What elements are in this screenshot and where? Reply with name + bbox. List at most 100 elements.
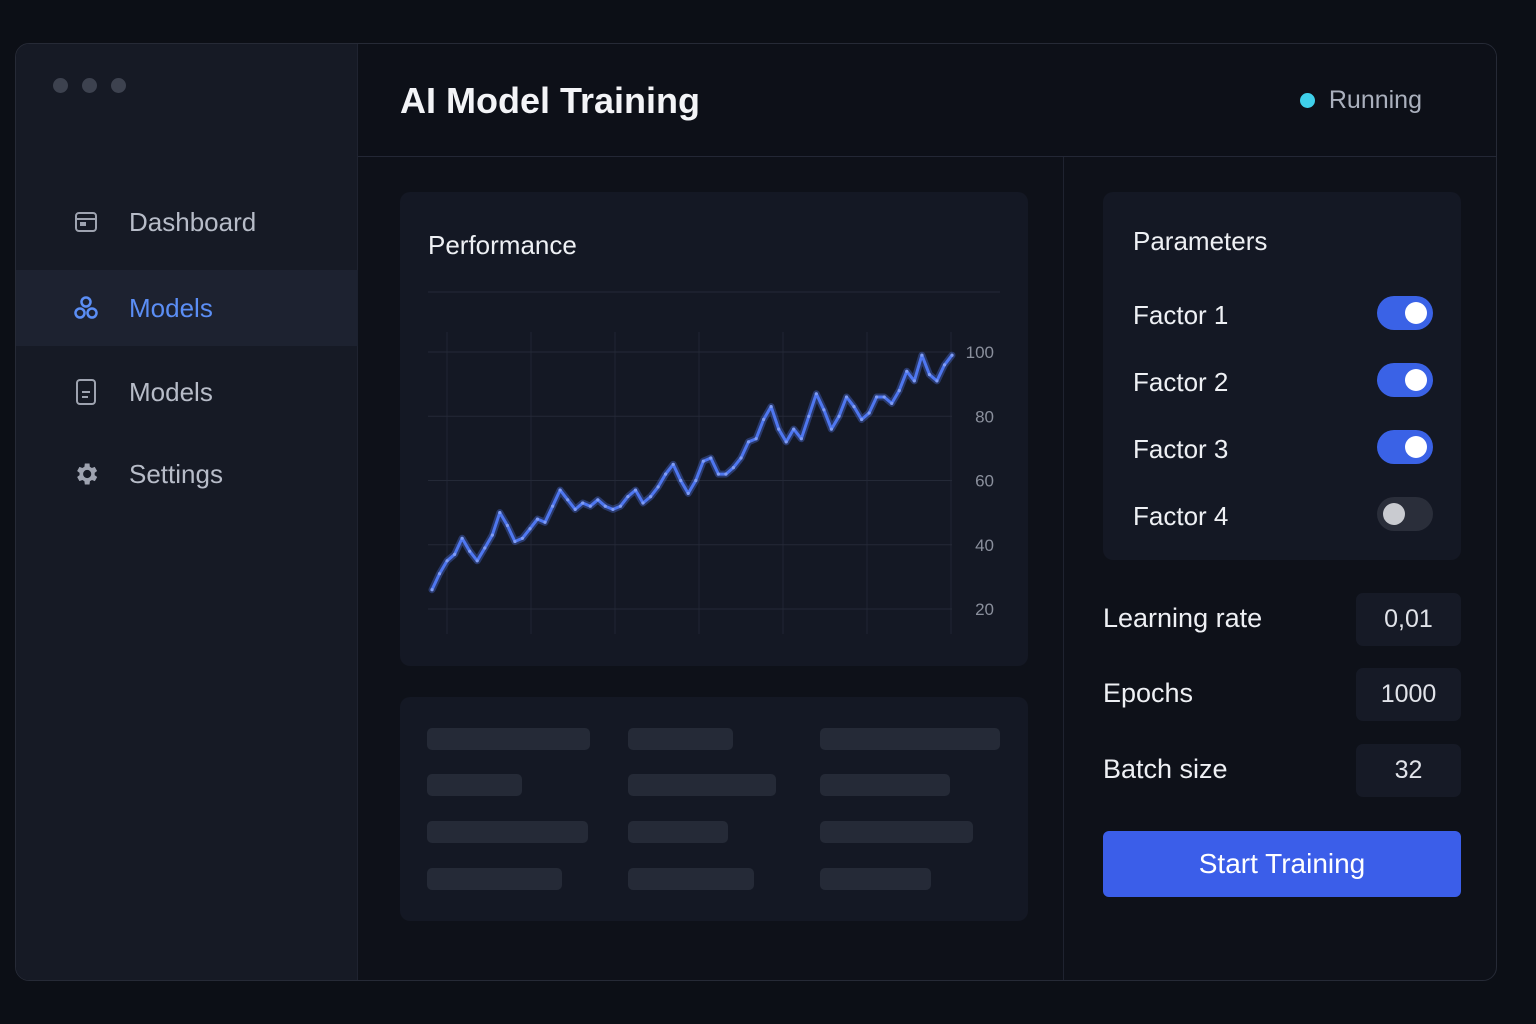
data-point	[716, 472, 720, 476]
y-tick-label: 80	[975, 407, 994, 426]
data-point	[679, 478, 683, 483]
data-point	[837, 414, 841, 418]
epochs-input[interactable]	[1356, 668, 1461, 721]
data-point	[905, 369, 909, 373]
data-point	[807, 414, 811, 418]
factor-2-toggle[interactable]	[1377, 363, 1433, 397]
data-point	[950, 353, 954, 357]
epochs-row: Epochs	[1103, 668, 1461, 722]
data-point	[739, 456, 743, 460]
window-close-button[interactable]	[53, 78, 68, 93]
data-point	[566, 498, 570, 502]
y-tick-label: 100	[966, 343, 994, 362]
data-point	[633, 488, 638, 492]
data-point	[912, 379, 916, 383]
data-point	[860, 417, 864, 422]
skeleton-bar	[427, 728, 590, 750]
skeleton-bar	[820, 821, 973, 843]
skeleton-bar	[427, 774, 522, 796]
data-point	[445, 559, 449, 563]
data-point	[656, 485, 660, 489]
data-point	[792, 427, 796, 431]
data-point	[513, 539, 517, 544]
models-cluster-icon	[71, 293, 101, 323]
data-point	[528, 527, 532, 531]
data-point	[618, 504, 622, 508]
data-point	[437, 572, 442, 576]
sidebar-item-settings[interactable]: Settings	[16, 436, 358, 512]
data-point	[641, 501, 645, 505]
window-zoom-button[interactable]	[111, 78, 126, 93]
start-training-button[interactable]: Start Training	[1103, 831, 1461, 897]
data-point	[671, 462, 675, 466]
loading-table-placeholder	[400, 697, 1028, 921]
sidebar-item-dashboard[interactable]: Dashboard	[16, 184, 358, 260]
data-point	[460, 536, 464, 540]
skeleton-bar	[820, 868, 931, 890]
data-point	[746, 440, 751, 444]
data-point	[882, 395, 886, 399]
factor-3-toggle[interactable]	[1377, 430, 1433, 464]
data-point	[920, 353, 924, 357]
data-point	[724, 472, 728, 476]
parameters-title: Parameters	[1133, 226, 1268, 256]
main-area: AI Model Training Running Performance 20…	[358, 44, 1496, 980]
data-point	[701, 459, 705, 463]
factor-4-toggle[interactable]	[1377, 497, 1433, 531]
panel-divider	[1063, 157, 1064, 980]
batch-size-label: Batch size	[1103, 754, 1228, 784]
app-window: Dashboard Models Models	[15, 43, 1497, 981]
factor-row: Factor 3	[1133, 430, 1433, 470]
data-point	[520, 536, 524, 540]
data-point	[754, 437, 758, 441]
data-point	[498, 511, 502, 515]
data-point	[543, 520, 547, 524]
data-point	[596, 498, 600, 502]
factor-1-toggle[interactable]	[1377, 296, 1433, 330]
learning-rate-input[interactable]	[1356, 593, 1461, 646]
data-point	[709, 456, 713, 460]
data-point	[731, 466, 735, 470]
data-point	[573, 507, 577, 511]
data-point	[897, 389, 901, 393]
data-point	[829, 427, 833, 431]
skeleton-bar	[820, 774, 950, 796]
data-point	[611, 507, 615, 511]
data-point	[784, 440, 788, 444]
window-controls	[53, 78, 126, 93]
performance-chart: 20 40 60 80 100	[428, 291, 1000, 634]
factor-row: Factor 4	[1133, 497, 1433, 537]
top-bar: AI Model Training Running	[358, 44, 1496, 157]
skeleton-bar	[628, 868, 754, 890]
data-point	[844, 395, 849, 399]
batch-size-row: Batch size	[1103, 744, 1461, 798]
batch-size-input[interactable]	[1356, 744, 1461, 797]
data-point	[430, 588, 434, 592]
data-point	[505, 523, 509, 528]
sidebar-item-models[interactable]: Models	[16, 270, 358, 346]
data-point	[852, 405, 856, 409]
data-point	[694, 478, 698, 483]
data-point	[777, 427, 781, 431]
data-point	[867, 411, 871, 415]
data-point	[558, 488, 562, 492]
data-point	[468, 549, 472, 553]
status-dot-icon	[1299, 93, 1315, 108]
skeleton-bar	[628, 728, 733, 750]
data-point	[927, 372, 932, 377]
sidebar-item-models-docs[interactable]: Models	[16, 354, 358, 430]
factor-label: Factor 4	[1133, 501, 1229, 531]
data-point	[822, 408, 826, 412]
skeleton-bar	[427, 868, 562, 890]
toggle-knob	[1405, 302, 1427, 324]
data-point	[686, 491, 690, 495]
sidebar: Dashboard Models Models	[16, 44, 358, 980]
factor-row: Factor 1	[1133, 296, 1433, 336]
status-indicator: Running	[1299, 86, 1422, 115]
data-point	[551, 504, 555, 508]
window-minimize-button[interactable]	[82, 78, 97, 93]
sidebar-item-label: Dashboard	[129, 206, 257, 237]
data-point	[535, 517, 540, 521]
learning-rate-label: Learning rate	[1103, 603, 1263, 633]
y-tick-label: 20	[975, 600, 994, 619]
